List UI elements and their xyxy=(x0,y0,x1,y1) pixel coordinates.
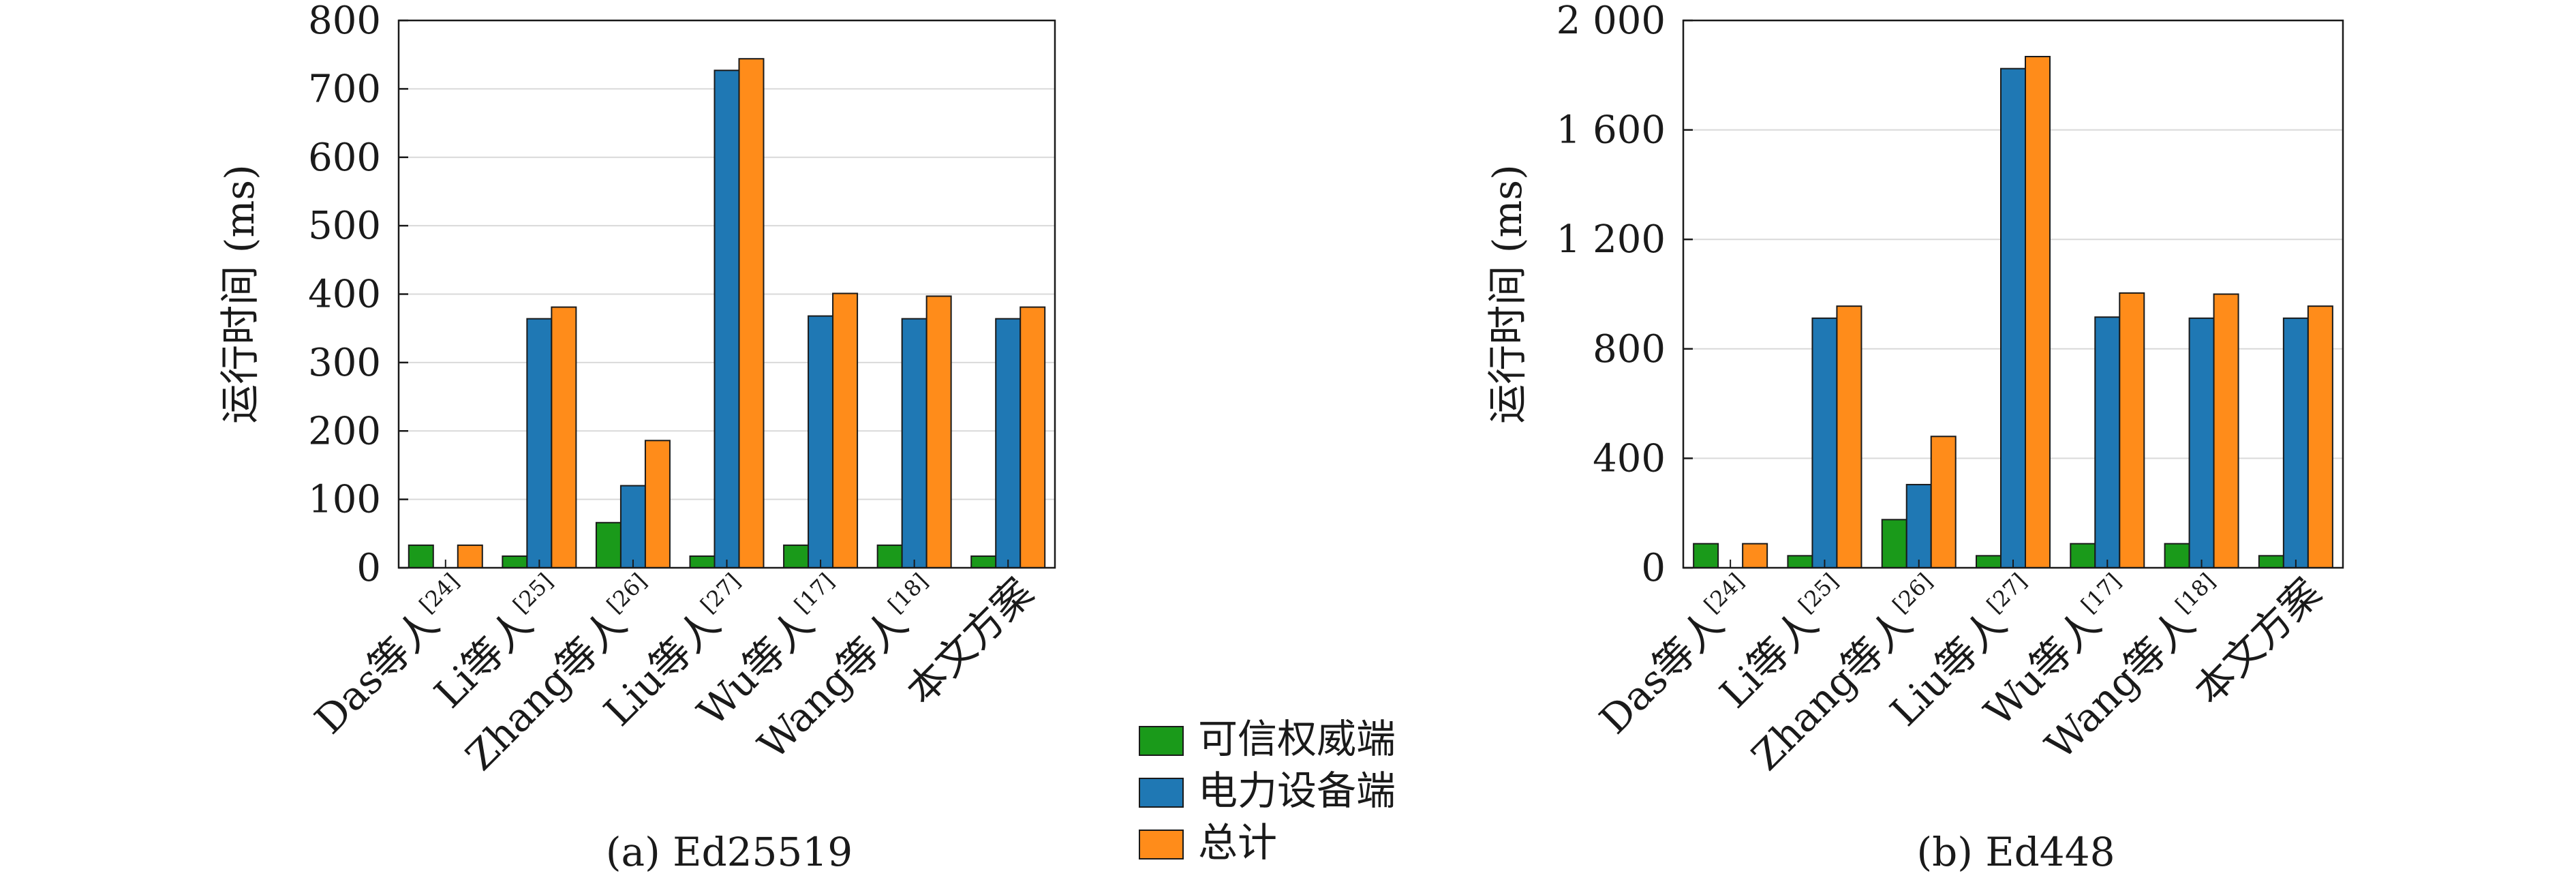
bar-2-0 xyxy=(1742,543,1768,569)
ytick-label: 2 000 xyxy=(1557,0,1666,43)
bar-1-1 xyxy=(526,318,553,568)
legend-swatch xyxy=(1139,778,1184,808)
bar-0-0 xyxy=(1693,543,1719,569)
bar-1-2 xyxy=(1905,483,1932,568)
bar-0-6 xyxy=(2258,555,2284,568)
ytick-label: 0 xyxy=(1641,546,1666,590)
legend-label: 可信权威端 xyxy=(1198,716,1396,762)
bar-2-2 xyxy=(1930,436,1957,569)
bar-1-4 xyxy=(2094,316,2121,568)
series-1 xyxy=(526,70,1022,569)
bar-2-5 xyxy=(925,295,952,568)
bar-2-0 xyxy=(457,544,483,568)
ytick-label: 600 xyxy=(308,136,381,180)
bar-1-1 xyxy=(1811,317,1838,568)
panel-caption: (a) Ed25519 xyxy=(606,829,853,875)
bar-1-5 xyxy=(901,318,927,568)
bar-0-6 xyxy=(970,555,997,569)
bar-1-3 xyxy=(2000,67,2026,568)
bar-0-1 xyxy=(502,555,528,569)
ytick-label: 1 200 xyxy=(1557,217,1666,262)
chart-panel-0: 0100200300400500600700800Das等人[24]Li等人[2… xyxy=(217,0,1056,875)
ytick-label: 100 xyxy=(308,478,381,522)
ytick-label: 0 xyxy=(356,546,381,590)
series-1 xyxy=(1811,67,2309,568)
bar-2-2 xyxy=(644,440,671,568)
bar-0-0 xyxy=(408,544,434,568)
bar-0-4 xyxy=(783,544,810,568)
bar-2-4 xyxy=(832,292,859,568)
series-2 xyxy=(1742,55,2333,569)
bar-2-5 xyxy=(2213,293,2239,568)
bar-1-2 xyxy=(619,485,646,568)
bar-2-6 xyxy=(2307,305,2333,568)
ytick-label: 800 xyxy=(308,0,381,43)
bar-2-1 xyxy=(551,306,577,568)
series-2 xyxy=(457,58,1046,568)
ytick-label: 400 xyxy=(1593,436,1666,481)
legend-swatch xyxy=(1139,726,1184,756)
ytick-label: 1 600 xyxy=(1557,108,1666,153)
panel-caption: (b) Ed448 xyxy=(1917,829,2115,875)
category-label: Das等人 xyxy=(1591,600,1732,742)
ytick-label: 500 xyxy=(308,204,381,248)
bar-2-3 xyxy=(2025,55,2051,569)
legend-label: 电力设备端 xyxy=(1198,767,1396,814)
y-axis-label: 运行时间 (ms) xyxy=(1484,164,1531,423)
bar-0-2 xyxy=(595,521,622,568)
ytick-label: 300 xyxy=(308,341,381,385)
bar-1-6 xyxy=(2282,317,2309,568)
bar-2-6 xyxy=(1019,306,1046,568)
legend-label: 总计 xyxy=(1198,819,1277,866)
bar-0-2 xyxy=(1881,519,1907,568)
y-axis-label: 运行时间 (ms) xyxy=(217,164,263,423)
bar-0-4 xyxy=(2070,543,2096,569)
bar-0-3 xyxy=(689,555,716,569)
category-label: Das等人 xyxy=(306,600,448,742)
bar-2-1 xyxy=(1836,305,1862,568)
ytick-label: 400 xyxy=(308,273,381,317)
bar-0-5 xyxy=(876,544,903,568)
legend-swatch xyxy=(1139,830,1184,860)
bar-2-4 xyxy=(2119,292,2145,568)
ytick-label: 800 xyxy=(1593,327,1666,371)
bar-2-3 xyxy=(738,58,765,568)
bar-1-5 xyxy=(2188,317,2215,568)
bar-1-6 xyxy=(995,318,1022,568)
xtick-label: Das等人[24] xyxy=(1590,568,1764,742)
bar-0-3 xyxy=(1976,555,2002,568)
ytick-label: 700 xyxy=(308,67,381,111)
bar-0-1 xyxy=(1787,555,1813,568)
bar-1-4 xyxy=(808,315,834,568)
ytick-label: 200 xyxy=(308,409,381,453)
bar-1-3 xyxy=(714,70,740,569)
bar-0-5 xyxy=(2164,543,2190,569)
